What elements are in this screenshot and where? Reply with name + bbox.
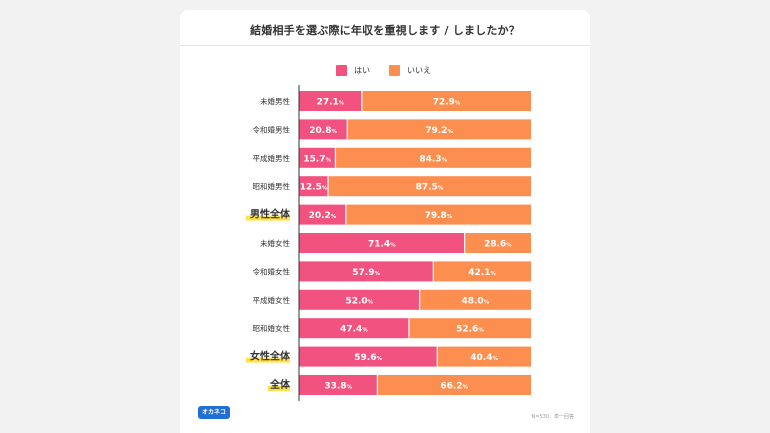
legend-label-yes: はい bbox=[354, 66, 370, 75]
data-label: 15.7% bbox=[303, 154, 331, 164]
legend-swatch-yes bbox=[336, 65, 347, 76]
chart-title: 結婚相手を選ぶ際に年収を重視します / しましたか？ bbox=[250, 24, 520, 37]
data-label: 33.8% bbox=[324, 382, 352, 392]
category-label: 全体 bbox=[269, 378, 291, 391]
footnote: N=530、単一回答 bbox=[531, 414, 574, 420]
data-label: 57.9% bbox=[352, 268, 380, 278]
chart-card: 結婚相手を選ぶ際に年収を重視します / しましたか？ はい いいえ 未婚男性 27… bbox=[180, 10, 590, 433]
legend-label-no: いいえ bbox=[407, 66, 431, 75]
data-label: 20.2% bbox=[309, 211, 337, 221]
legend: はい いいえ bbox=[180, 65, 590, 79]
bar-no bbox=[419, 289, 531, 310]
bar-no bbox=[437, 346, 531, 367]
bar-no bbox=[408, 318, 531, 339]
category-label: 令和婚男性 bbox=[253, 124, 291, 134]
category-label: 平成婚男性 bbox=[253, 153, 291, 163]
bar-no bbox=[361, 91, 531, 111]
data-label: 48.0% bbox=[461, 296, 489, 306]
category-label: 未婚女性 bbox=[260, 238, 290, 248]
category-highlight bbox=[268, 386, 290, 391]
bar-no bbox=[345, 204, 531, 225]
category-label: 平成婚女性 bbox=[253, 295, 291, 305]
category-label: 令和婚女性 bbox=[253, 266, 291, 276]
data-label: 40.4% bbox=[470, 353, 498, 363]
data-label: 52.0% bbox=[345, 296, 373, 306]
data-label: 79.8% bbox=[425, 211, 453, 221]
legend-item-no: いいえ bbox=[389, 65, 431, 76]
legend-item-yes: はい bbox=[336, 65, 370, 76]
bar-yes bbox=[299, 346, 438, 367]
data-label: 84.3% bbox=[419, 154, 447, 164]
bar-yes bbox=[299, 318, 409, 339]
bar-no bbox=[377, 375, 531, 395]
data-label: 12.5% bbox=[300, 183, 328, 193]
data-label: 42.1% bbox=[468, 268, 496, 278]
data-label: 59.6% bbox=[354, 353, 382, 363]
bar-yes bbox=[299, 233, 465, 253]
bar-no bbox=[433, 261, 531, 282]
bar-yes bbox=[299, 375, 378, 395]
bar-yes bbox=[299, 176, 328, 197]
category-label: 女性全体 bbox=[250, 350, 291, 363]
bar-no bbox=[464, 233, 531, 253]
bar-no bbox=[347, 119, 531, 140]
data-label: 27.1% bbox=[317, 98, 345, 108]
bar-chart: 未婚男性 27.1% 72.9% 令和婚男性 20.8% 79.2% 平成婚男性 15.7% 8… bbox=[246, 85, 531, 401]
category-label: 昭和婚女性 bbox=[253, 323, 291, 333]
bar-yes bbox=[299, 147, 336, 168]
category-highlight bbox=[246, 357, 290, 363]
bar-yes bbox=[299, 204, 346, 225]
category-label: 昭和婚男性 bbox=[253, 181, 291, 191]
legend-swatch-no bbox=[389, 65, 400, 76]
data-label: 72.9% bbox=[433, 98, 461, 108]
data-label: 66.2% bbox=[440, 382, 468, 392]
data-label: 47.4% bbox=[340, 325, 368, 335]
bar-yes bbox=[299, 261, 434, 282]
category-label: 男性全体 bbox=[250, 208, 291, 221]
bar-no bbox=[335, 147, 531, 168]
data-label: 79.2% bbox=[425, 126, 453, 136]
data-label: 71.4% bbox=[368, 240, 396, 250]
bar-no bbox=[328, 176, 531, 197]
category-highlight bbox=[246, 215, 290, 221]
bar-yes bbox=[299, 289, 420, 310]
data-label: 52.6% bbox=[456, 325, 484, 335]
data-label: 20.8% bbox=[309, 126, 337, 136]
data-label: 28.6% bbox=[484, 240, 512, 250]
category-label: 未婚男性 bbox=[260, 96, 290, 106]
bar-yes bbox=[299, 91, 362, 111]
title-divider bbox=[180, 45, 590, 46]
bar-yes bbox=[299, 119, 348, 140]
brand-logo: オカネコ bbox=[198, 406, 230, 419]
data-label: 87.5% bbox=[416, 183, 444, 193]
